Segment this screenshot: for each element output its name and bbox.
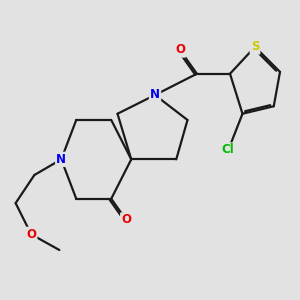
Text: O: O bbox=[121, 214, 131, 226]
Text: S: S bbox=[251, 40, 259, 53]
Text: O: O bbox=[175, 44, 185, 56]
Text: N: N bbox=[56, 153, 66, 166]
Text: N: N bbox=[150, 88, 160, 101]
Text: O: O bbox=[26, 228, 36, 241]
Text: Cl: Cl bbox=[222, 143, 235, 157]
